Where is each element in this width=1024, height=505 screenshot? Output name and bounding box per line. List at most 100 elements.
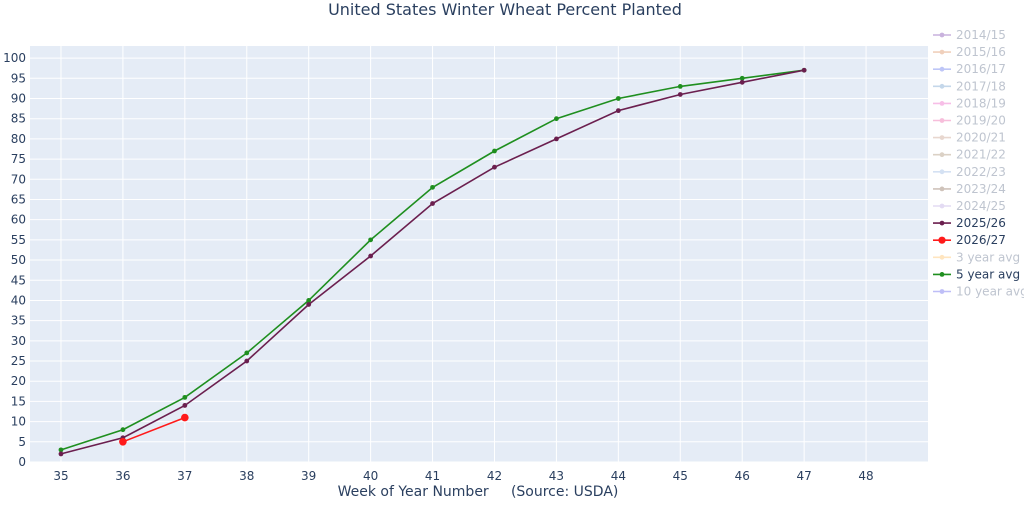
y-tick-labels: 0 5 10 15 20 25 30 35 40 45 50 55 60 65 70 75 80 85 90 95 10… xyxy=(3,51,26,469)
legend-item-2021-22[interactable]: 2021/22 xyxy=(933,148,1006,162)
y-tick-label: 35 xyxy=(11,314,26,328)
legend-item-2022-23[interactable]: 2022/23 xyxy=(933,165,1006,179)
legend-item-2020-21[interactable]: 2020/21 xyxy=(933,131,1006,145)
data-point-2025-26[interactable] xyxy=(368,253,374,259)
data-point-2025-26[interactable] xyxy=(677,92,683,97)
data-point-5-year-avg[interactable] xyxy=(244,350,250,356)
legend-item-2017-18[interactable]: 2017/18 xyxy=(933,79,1006,93)
plot-background xyxy=(30,46,928,462)
data-point-5-year-avg[interactable] xyxy=(554,116,559,122)
legend-item-2015-16[interactable]: 2015/16 xyxy=(933,45,1006,59)
legend-label: 2019/20 xyxy=(956,114,1006,128)
legend-marker xyxy=(939,101,945,106)
legend-marker xyxy=(939,169,945,175)
legend-item-2026-27[interactable]: 2026/27 xyxy=(933,233,1006,247)
x-tick-label: 39 xyxy=(301,469,316,483)
y-tick-label: 45 xyxy=(11,273,26,287)
data-point-2025-26[interactable] xyxy=(306,302,312,307)
data-point-2025-26[interactable] xyxy=(801,67,807,73)
legend-marker xyxy=(939,66,945,72)
data-point-5-year-avg[interactable] xyxy=(615,96,621,101)
y-tick-label: 70 xyxy=(11,172,26,186)
x-tick-label: 46 xyxy=(735,469,750,483)
y-tick-label: 25 xyxy=(11,354,26,368)
data-point-5-year-avg[interactable] xyxy=(368,237,374,243)
legend-marker xyxy=(939,186,945,192)
y-tick-label: 80 xyxy=(11,132,26,146)
legend-marker xyxy=(939,49,945,55)
data-point-2025-26[interactable] xyxy=(58,451,64,457)
data-point-5-year-avg[interactable] xyxy=(182,394,188,400)
legend-item-10-year-avg[interactable]: 10 year avg xyxy=(933,285,1024,299)
legend-label: 2018/19 xyxy=(956,96,1006,110)
data-point-2025-26[interactable] xyxy=(554,136,559,142)
legend-marker xyxy=(939,272,945,277)
data-point-2025-26[interactable] xyxy=(492,164,497,170)
legend-item-5-year-avg[interactable]: 5 year avg xyxy=(933,267,1020,281)
legend-label: 2026/27 xyxy=(956,233,1006,247)
x-tick-labels: 35 36 37 38 39 40 41 42 43 44 45 46 47 48 xyxy=(53,469,873,483)
y-tick-label: 50 xyxy=(11,253,26,267)
data-point-2025-26[interactable] xyxy=(182,403,188,408)
data-point-2026-27[interactable] xyxy=(119,438,127,446)
y-tick-label: 55 xyxy=(11,233,26,247)
legend-marker xyxy=(939,220,945,226)
legend-marker xyxy=(939,83,945,89)
y-tick-label: 75 xyxy=(11,152,26,166)
x-tick-label: 36 xyxy=(115,469,130,483)
legend-marker xyxy=(939,135,945,141)
legend-label: 2014/15 xyxy=(956,28,1006,42)
y-tick-label: 0 xyxy=(18,455,26,469)
legend-item-2025-26[interactable]: 2025/26 xyxy=(933,216,1006,230)
y-tick-label: 100 xyxy=(3,51,26,65)
series-line-2026-27 xyxy=(122,416,186,443)
data-point-2026-27[interactable] xyxy=(181,413,189,422)
legend-label: 2023/24 xyxy=(956,182,1006,196)
x-tick-label: 48 xyxy=(858,469,873,483)
y-tick-label: 65 xyxy=(11,192,26,206)
legend-label: 2017/18 xyxy=(956,79,1006,93)
legend-label: 3 year avg xyxy=(956,250,1020,264)
legend-item-2014-15[interactable]: 2014/15 xyxy=(933,28,1006,42)
legend-item-3-year-avg[interactable]: 3 year avg xyxy=(933,250,1020,264)
legend-label: 10 year avg xyxy=(956,285,1024,299)
x-tick-label: 38 xyxy=(239,469,254,483)
legend-item-2023-24[interactable]: 2023/24 xyxy=(933,182,1006,196)
data-point-5-year-avg[interactable] xyxy=(492,148,497,154)
x-axis-title: Week of Year Number (Source: USDA) xyxy=(338,484,619,500)
chart-title: United States Winter Wheat Percent Plant… xyxy=(328,0,682,19)
data-point-5-year-avg[interactable] xyxy=(677,83,683,89)
y-tick-label: 10 xyxy=(11,415,26,429)
legend-label: 2022/23 xyxy=(956,165,1006,179)
legend-label: 5 year avg xyxy=(956,267,1020,281)
data-point-2025-26[interactable] xyxy=(430,201,435,206)
y-tick-label: 20 xyxy=(11,374,26,388)
data-point-5-year-avg[interactable] xyxy=(306,298,312,303)
y-tick-label: 30 xyxy=(11,334,26,348)
legend[interactable]: 2014/15 2015/16 2016/17 2017/18 2018/19 2019/… xyxy=(933,28,1024,299)
data-point-2025-26[interactable] xyxy=(244,358,250,364)
data-point-5-year-avg[interactable] xyxy=(58,447,64,453)
data-point-2025-26[interactable] xyxy=(739,79,745,85)
x-tick-label: 43 xyxy=(549,469,564,483)
y-tick-label: 90 xyxy=(11,92,26,106)
data-point-2025-26[interactable] xyxy=(615,108,621,114)
legend-item-2024-25[interactable]: 2024/25 xyxy=(933,199,1006,213)
legend-item-2019-20[interactable]: 2019/20 xyxy=(933,114,1006,128)
legend-item-2016-17[interactable]: 2016/17 xyxy=(933,62,1006,76)
data-point-5-year-avg[interactable] xyxy=(120,427,126,433)
data-point-5-year-avg[interactable] xyxy=(430,184,435,190)
legend-marker xyxy=(939,254,945,260)
legend-item-2018-19[interactable]: 2018/19 xyxy=(933,96,1006,110)
data-point-5-year-avg[interactable] xyxy=(739,75,745,81)
gridlines xyxy=(30,46,928,463)
x-tick-label: 47 xyxy=(796,469,811,483)
x-tick-label: 35 xyxy=(53,469,68,483)
legend-marker xyxy=(939,32,945,38)
x-tick-label: 41 xyxy=(425,469,440,483)
series-markers xyxy=(58,67,807,457)
x-tick-label: 45 xyxy=(673,469,688,483)
legend-label: 2015/16 xyxy=(956,45,1006,59)
x-tick-label: 40 xyxy=(363,469,378,483)
